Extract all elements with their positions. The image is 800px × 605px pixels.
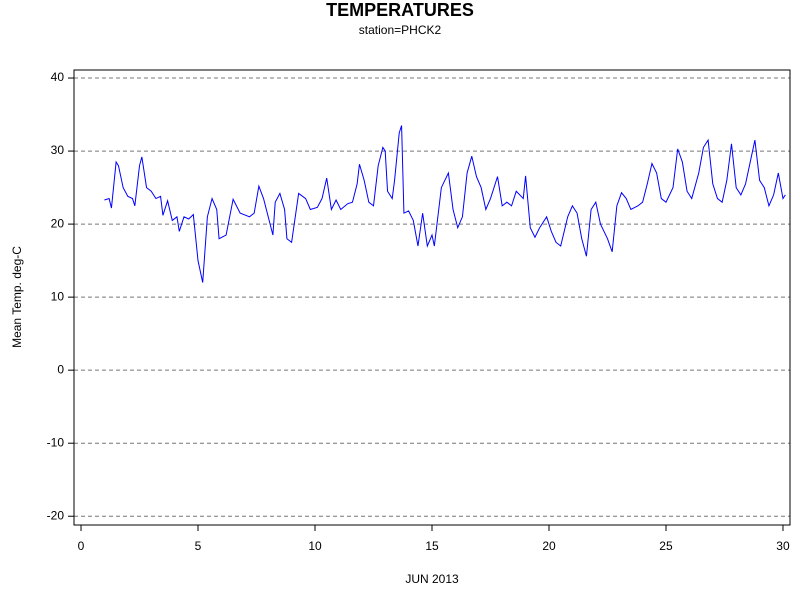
x-tick-label: 20 bbox=[542, 539, 556, 553]
chart-subtitle: station=PHCK2 bbox=[359, 23, 442, 37]
y-tick-label: -20 bbox=[47, 508, 65, 522]
x-tick-label: 5 bbox=[195, 539, 202, 553]
plot-frame bbox=[73, 69, 791, 526]
chart-title: TEMPERATURES bbox=[326, 0, 474, 20]
data-line bbox=[104, 125, 786, 283]
x-tick-label: 10 bbox=[308, 539, 322, 553]
y-axis-label: Mean Temp. deg-C bbox=[10, 246, 24, 348]
y-tick-label: 10 bbox=[51, 289, 65, 303]
y-tick-label: 40 bbox=[51, 70, 65, 84]
y-tick-label: 20 bbox=[51, 216, 65, 230]
y-tick-label: 30 bbox=[51, 143, 65, 157]
y-tick-label: -10 bbox=[47, 435, 65, 449]
x-tick-label: 0 bbox=[78, 539, 85, 553]
x-tick-label: 25 bbox=[659, 539, 673, 553]
y-tick-label: 0 bbox=[57, 362, 64, 376]
x-tick-label: 15 bbox=[425, 539, 439, 553]
x-axis-label: JUN 2013 bbox=[405, 572, 459, 586]
x-tick-label: 30 bbox=[776, 539, 790, 553]
